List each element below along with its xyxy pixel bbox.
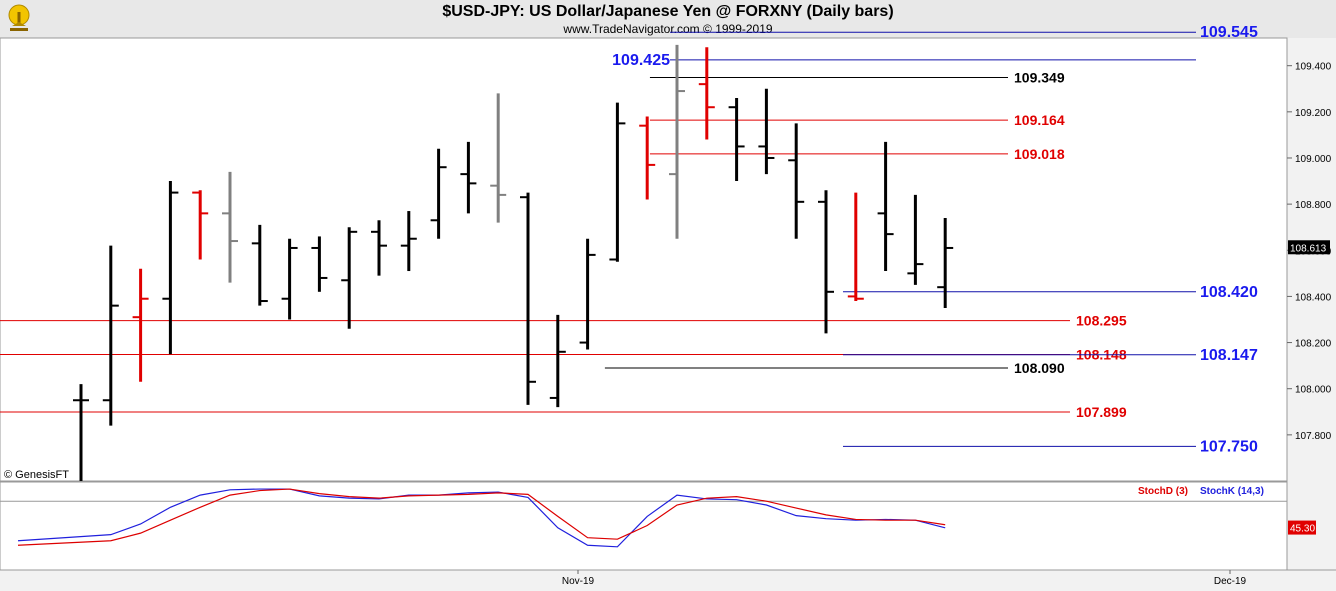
copyright-label: © GenesisFT bbox=[4, 469, 69, 481]
stochastic-value-label: 45.30 bbox=[1290, 524, 1315, 535]
y-tick-label: 109.200 bbox=[1295, 108, 1332, 119]
chart-header: $USD-JPY: US Dollar/Japanese Yen @ FORXN… bbox=[0, 0, 1336, 38]
stochastic-line-blue bbox=[17, 488, 946, 548]
stochastic-value-box bbox=[1288, 520, 1316, 535]
level-label: 109.018 bbox=[1014, 146, 1065, 162]
price-pane-frame bbox=[0, 37, 1288, 482]
y-tick-label: 109.400 bbox=[1295, 62, 1332, 73]
y-tick-label: 108.400 bbox=[1295, 292, 1332, 303]
level-label: 108.420 bbox=[1200, 284, 1258, 301]
last-price-box bbox=[1288, 240, 1330, 255]
level-label: 108.090 bbox=[1014, 360, 1065, 376]
y-tick-label: 108.000 bbox=[1295, 385, 1332, 396]
x-tick-label: Dec-19 bbox=[1214, 576, 1247, 587]
stochastic-pane-frame bbox=[0, 481, 1288, 571]
y-tick-label: 108.800 bbox=[1295, 200, 1332, 211]
level-label: 109.164 bbox=[1014, 112, 1065, 128]
legend-stochd: StochD (3) bbox=[1138, 486, 1188, 497]
level-label: 108.147 bbox=[1200, 347, 1258, 364]
y-tick-label: 107.800 bbox=[1295, 431, 1332, 442]
level-label: 107.899 bbox=[1076, 404, 1127, 420]
level-label: 107.750 bbox=[1200, 438, 1258, 455]
x-tick-label: Nov-19 bbox=[562, 576, 595, 587]
trade-navigator-logo-icon bbox=[8, 4, 30, 31]
y-tick-label: 108.200 bbox=[1295, 339, 1332, 350]
level-label: 109.545 bbox=[1200, 24, 1258, 41]
legend-stochk: StochK (14,3) bbox=[1200, 486, 1264, 497]
level-label: 109.425 bbox=[612, 52, 670, 69]
level-label: 109.349 bbox=[1014, 69, 1065, 85]
chart-title: $USD-JPY: US Dollar/Japanese Yen @ FORXN… bbox=[442, 3, 894, 20]
x-axis-panel bbox=[0, 570, 1336, 591]
stochastic-line-red bbox=[17, 488, 946, 546]
last-price-label: 108.613 bbox=[1290, 243, 1327, 254]
y-axis-panel bbox=[1287, 38, 1336, 570]
y-tick-label: 109.000 bbox=[1295, 154, 1332, 165]
level-label: 108.295 bbox=[1076, 313, 1127, 329]
